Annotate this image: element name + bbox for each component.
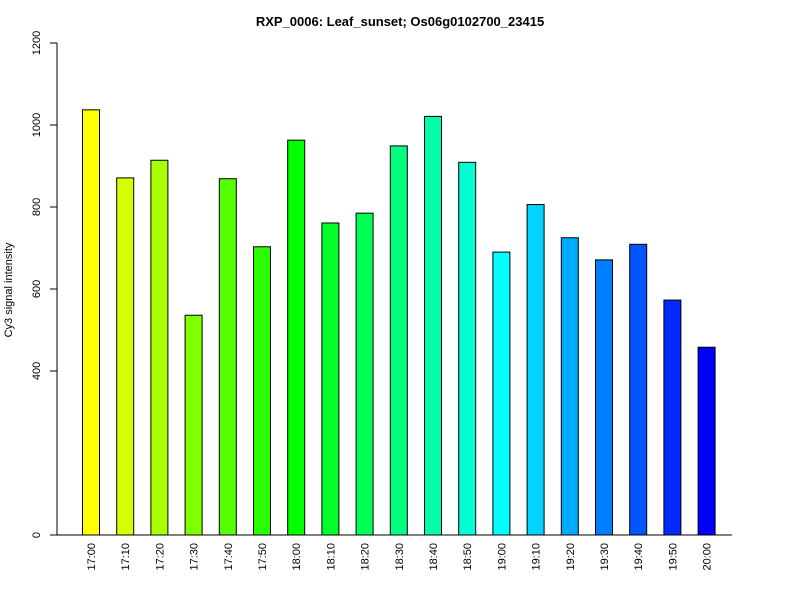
- bar: [458, 161, 477, 536]
- x-tick-label: 19:00: [496, 543, 508, 571]
- bar: [424, 115, 442, 536]
- x-tick-label: 19:10: [531, 543, 543, 571]
- bar: [321, 222, 340, 536]
- y-tick-label: 400: [31, 362, 43, 380]
- x-tick-label: 18:30: [394, 543, 406, 571]
- x-tick-label: 18:40: [428, 543, 440, 571]
- y-tick-label: 1200: [31, 31, 43, 55]
- bar: [595, 259, 613, 536]
- x-tick-label: 17:30: [189, 543, 201, 571]
- bar: [116, 177, 135, 536]
- x-tick-labels: 17:00 17:10 17:20 17:30 17:40 17:50 18:00 18:10…: [86, 543, 714, 571]
- x-tick-label: 17:50: [257, 543, 269, 571]
- bar: [697, 346, 716, 536]
- y-tick-label: 0: [31, 532, 43, 538]
- x-tick-label: 17:10: [120, 543, 132, 571]
- x-tick-label: 17:00: [86, 543, 98, 571]
- x-tick-label: 18:20: [360, 543, 372, 571]
- x-tick-label: 19:20: [565, 543, 577, 571]
- chart-title: RXP_0006: Leaf_sunset; Os06g0102700_2341…: [256, 14, 544, 29]
- bar: [218, 178, 237, 536]
- bar: [560, 237, 579, 536]
- x-tick-label: 20:00: [702, 543, 714, 571]
- bar: [389, 145, 408, 536]
- bar: [150, 159, 169, 536]
- x-tick-label: 19:30: [599, 543, 611, 571]
- x-tick-label: 19:50: [667, 543, 679, 571]
- x-tick-label: 19:40: [633, 543, 645, 571]
- y-axis: 0 400 600 800 1000 1200: [31, 31, 58, 538]
- bar: [663, 299, 682, 536]
- x-tick-label: 18:00: [291, 543, 303, 571]
- bars-group: [82, 109, 716, 536]
- y-tick-label: 1000: [31, 113, 43, 137]
- x-tick-label: 18:50: [462, 543, 474, 571]
- x-tick-label: 17:40: [223, 543, 235, 571]
- x-tick-label: 17:20: [154, 543, 166, 571]
- y-tick-label: 600: [31, 280, 43, 298]
- x-tick-label: 18:10: [325, 543, 337, 571]
- bar: [287, 139, 306, 536]
- y-axis-label: Cy3 signal intensity: [3, 242, 15, 337]
- bar: [82, 109, 100, 536]
- bar: [526, 204, 545, 536]
- bar: [492, 251, 511, 536]
- bar: [253, 246, 271, 536]
- bar: [184, 314, 203, 536]
- bar: [355, 212, 374, 536]
- bar: [629, 243, 648, 536]
- y-tick-label: 800: [31, 198, 43, 216]
